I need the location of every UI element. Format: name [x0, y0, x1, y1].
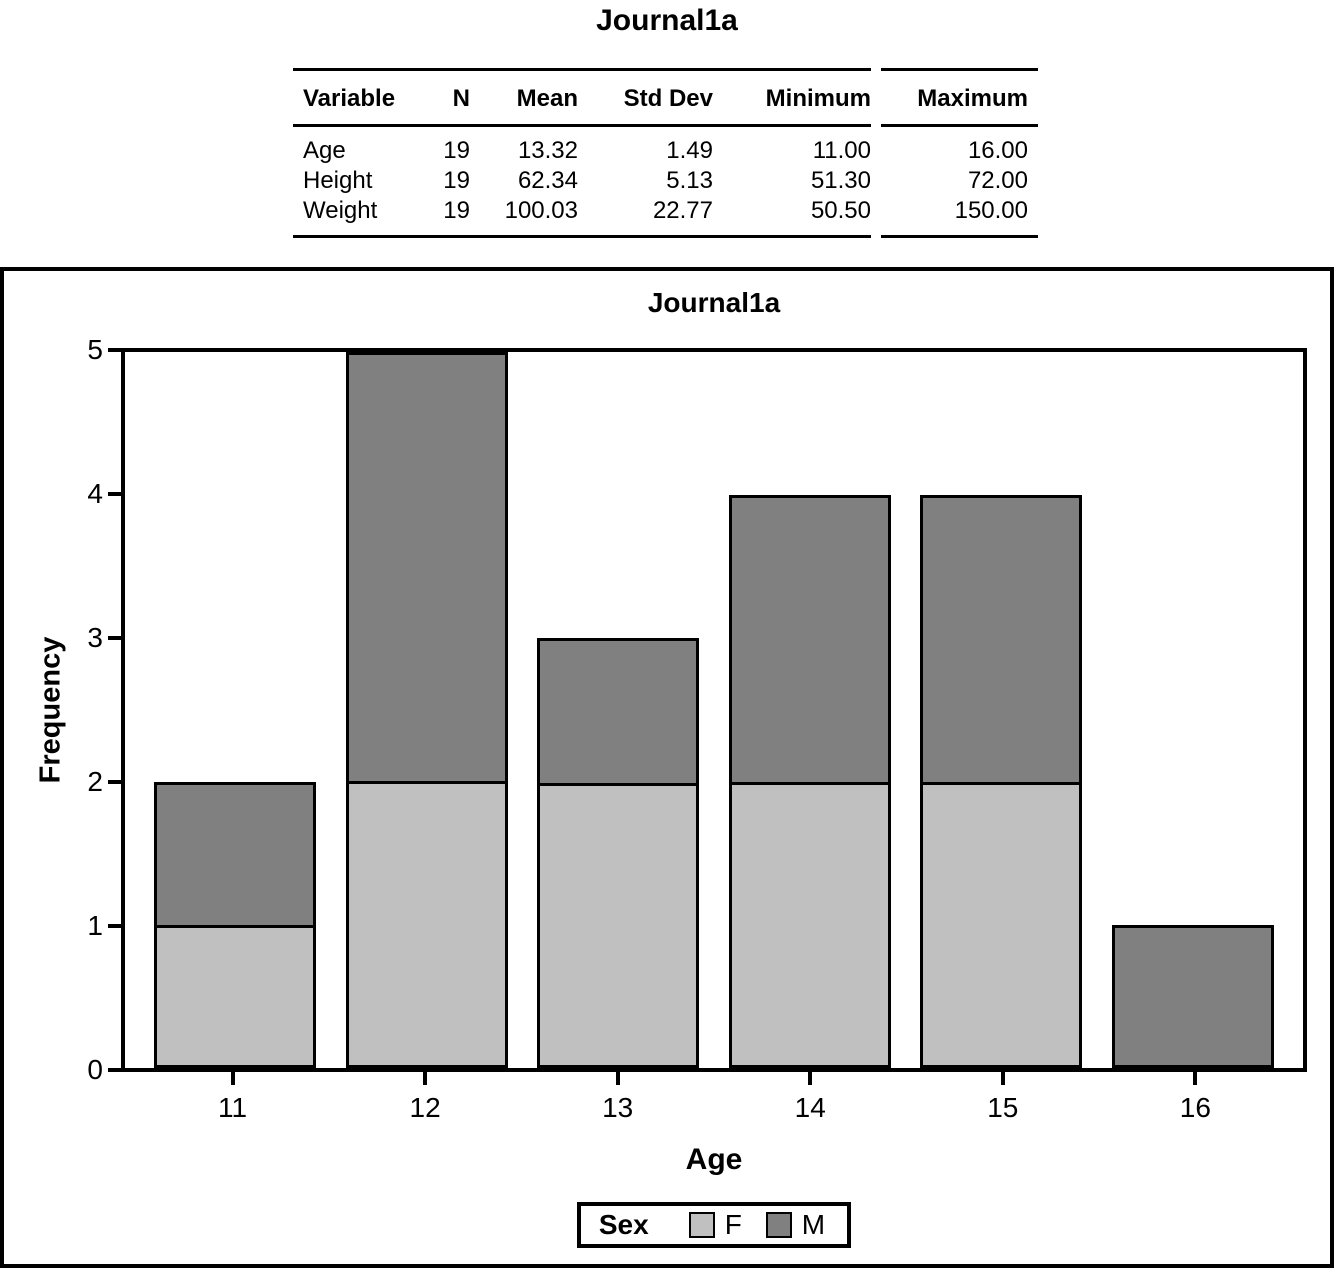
table-rule-top-right [881, 68, 1038, 71]
page-title: Journal1a [596, 4, 738, 37]
table-cell: 22.77 [652, 197, 713, 224]
column-header-stddev: Std Dev [623, 85, 713, 112]
table-cell: 51.30 [810, 167, 871, 194]
table-cell: Age [303, 137, 346, 164]
table-cell: 11.00 [812, 137, 871, 164]
table-rule-bottom-right [881, 235, 1038, 238]
plot-area [121, 348, 1307, 1072]
legend: Sex F M [576, 1202, 852, 1248]
bar-age-12 [345, 352, 508, 1068]
bar-age-11 [154, 781, 317, 1068]
chart-title: Journal1a [647, 287, 781, 318]
column-header-minimum: Minimum [765, 85, 871, 112]
table-rule-header-right [881, 124, 1038, 127]
table-cell: 16.00 [967, 137, 1028, 164]
x-axis: 11 12 13 14 15 16 [121, 1072, 1307, 1124]
x-cell-11: 11 [152, 1072, 314, 1124]
table-cell: 62.34 [517, 167, 578, 194]
bar-age-15 [920, 495, 1083, 1068]
column-header-maximum: Maximum [917, 85, 1028, 112]
table-cell: 100.03 [504, 197, 578, 224]
bar-age-13 [537, 638, 700, 1068]
y-tick-3 [108, 636, 121, 640]
table-rule-header-left [293, 124, 871, 127]
table-cell: 19 [443, 167, 470, 194]
bar-segment-f-age-13 [540, 782, 697, 1065]
y-tick-label-5: 5 [87, 334, 103, 365]
x-tick-16 [1193, 1072, 1198, 1085]
x-tick-label-14: 14 [794, 1092, 826, 1123]
x-tick-label-12: 12 [409, 1092, 441, 1123]
table-cell: Weight [303, 197, 378, 224]
table-cell: 1.49 [666, 137, 713, 164]
x-cell-15: 15 [922, 1072, 1084, 1124]
table-cell: 13.32 [517, 137, 578, 164]
table-rule-bottom-left [293, 235, 871, 238]
bar-segment-f-age-12 [348, 781, 505, 1065]
y-tick-label-2: 2 [87, 766, 103, 797]
bar-segment-f-age-11 [157, 924, 314, 1065]
y-tick-4 [108, 492, 121, 496]
x-cell-16: 16 [1114, 1072, 1276, 1124]
table-cell: 19 [443, 197, 470, 224]
x-tick-14 [808, 1072, 813, 1085]
bar-age-16 [1111, 924, 1274, 1068]
table-cell: Height [303, 167, 373, 194]
x-cell-14: 14 [729, 1072, 891, 1124]
x-tick-11 [230, 1072, 235, 1085]
table-cell: 19 [443, 137, 470, 164]
bar-segment-f-age-15 [923, 781, 1080, 1065]
x-cell-12: 12 [344, 1072, 506, 1124]
bars-row [125, 352, 1303, 1068]
table-cell: 150.00 [954, 197, 1028, 224]
x-tick-12 [423, 1072, 428, 1085]
x-axis-title: Age [685, 1143, 743, 1176]
y-tick-5 [108, 348, 121, 352]
table-cell: 5.13 [666, 167, 713, 194]
bar-segment-f-age-14 [731, 781, 888, 1065]
legend-label-m: M [801, 1209, 826, 1240]
x-tick-label-11: 11 [218, 1092, 248, 1123]
legend-row: Sex F M [121, 1202, 1307, 1248]
y-tick-2 [108, 780, 121, 784]
summary-statistics-table: Variable N Mean Std Dev Minimum Maximum … [293, 68, 1038, 238]
column-header-n: N [452, 85, 470, 112]
y-tick-0 [108, 1068, 121, 1072]
x-tick-13 [615, 1072, 620, 1085]
y-axis: 0 1 2 3 4 5 [34, 335, 121, 1085]
bar-age-14 [728, 495, 891, 1068]
legend-title: Sex [598, 1209, 649, 1240]
x-tick-label-13: 13 [602, 1092, 634, 1123]
column-header-mean: Mean [516, 85, 578, 112]
table-cell: 50.50 [810, 197, 871, 224]
x-tick-15 [1000, 1072, 1005, 1085]
y-tick-1 [108, 924, 121, 928]
x-cell-13: 13 [537, 1072, 699, 1124]
x-tick-label-16: 16 [1179, 1092, 1211, 1123]
y-tick-label-0: 0 [87, 1054, 103, 1085]
table-cell: 72.00 [967, 167, 1028, 194]
y-tick-label-1: 1 [87, 910, 103, 941]
table-rule-top-left [293, 68, 871, 71]
legend-swatch-m [765, 1212, 792, 1238]
column-header-variable: Variable [303, 85, 396, 112]
x-tick-label-15: 15 [987, 1092, 1019, 1123]
legend-swatch-f [688, 1212, 715, 1238]
legend-label-f: F [724, 1209, 742, 1240]
y-tick-label-3: 3 [87, 622, 103, 653]
y-tick-label-4: 4 [87, 478, 103, 509]
y-axis-title: Frequency [34, 636, 67, 784]
